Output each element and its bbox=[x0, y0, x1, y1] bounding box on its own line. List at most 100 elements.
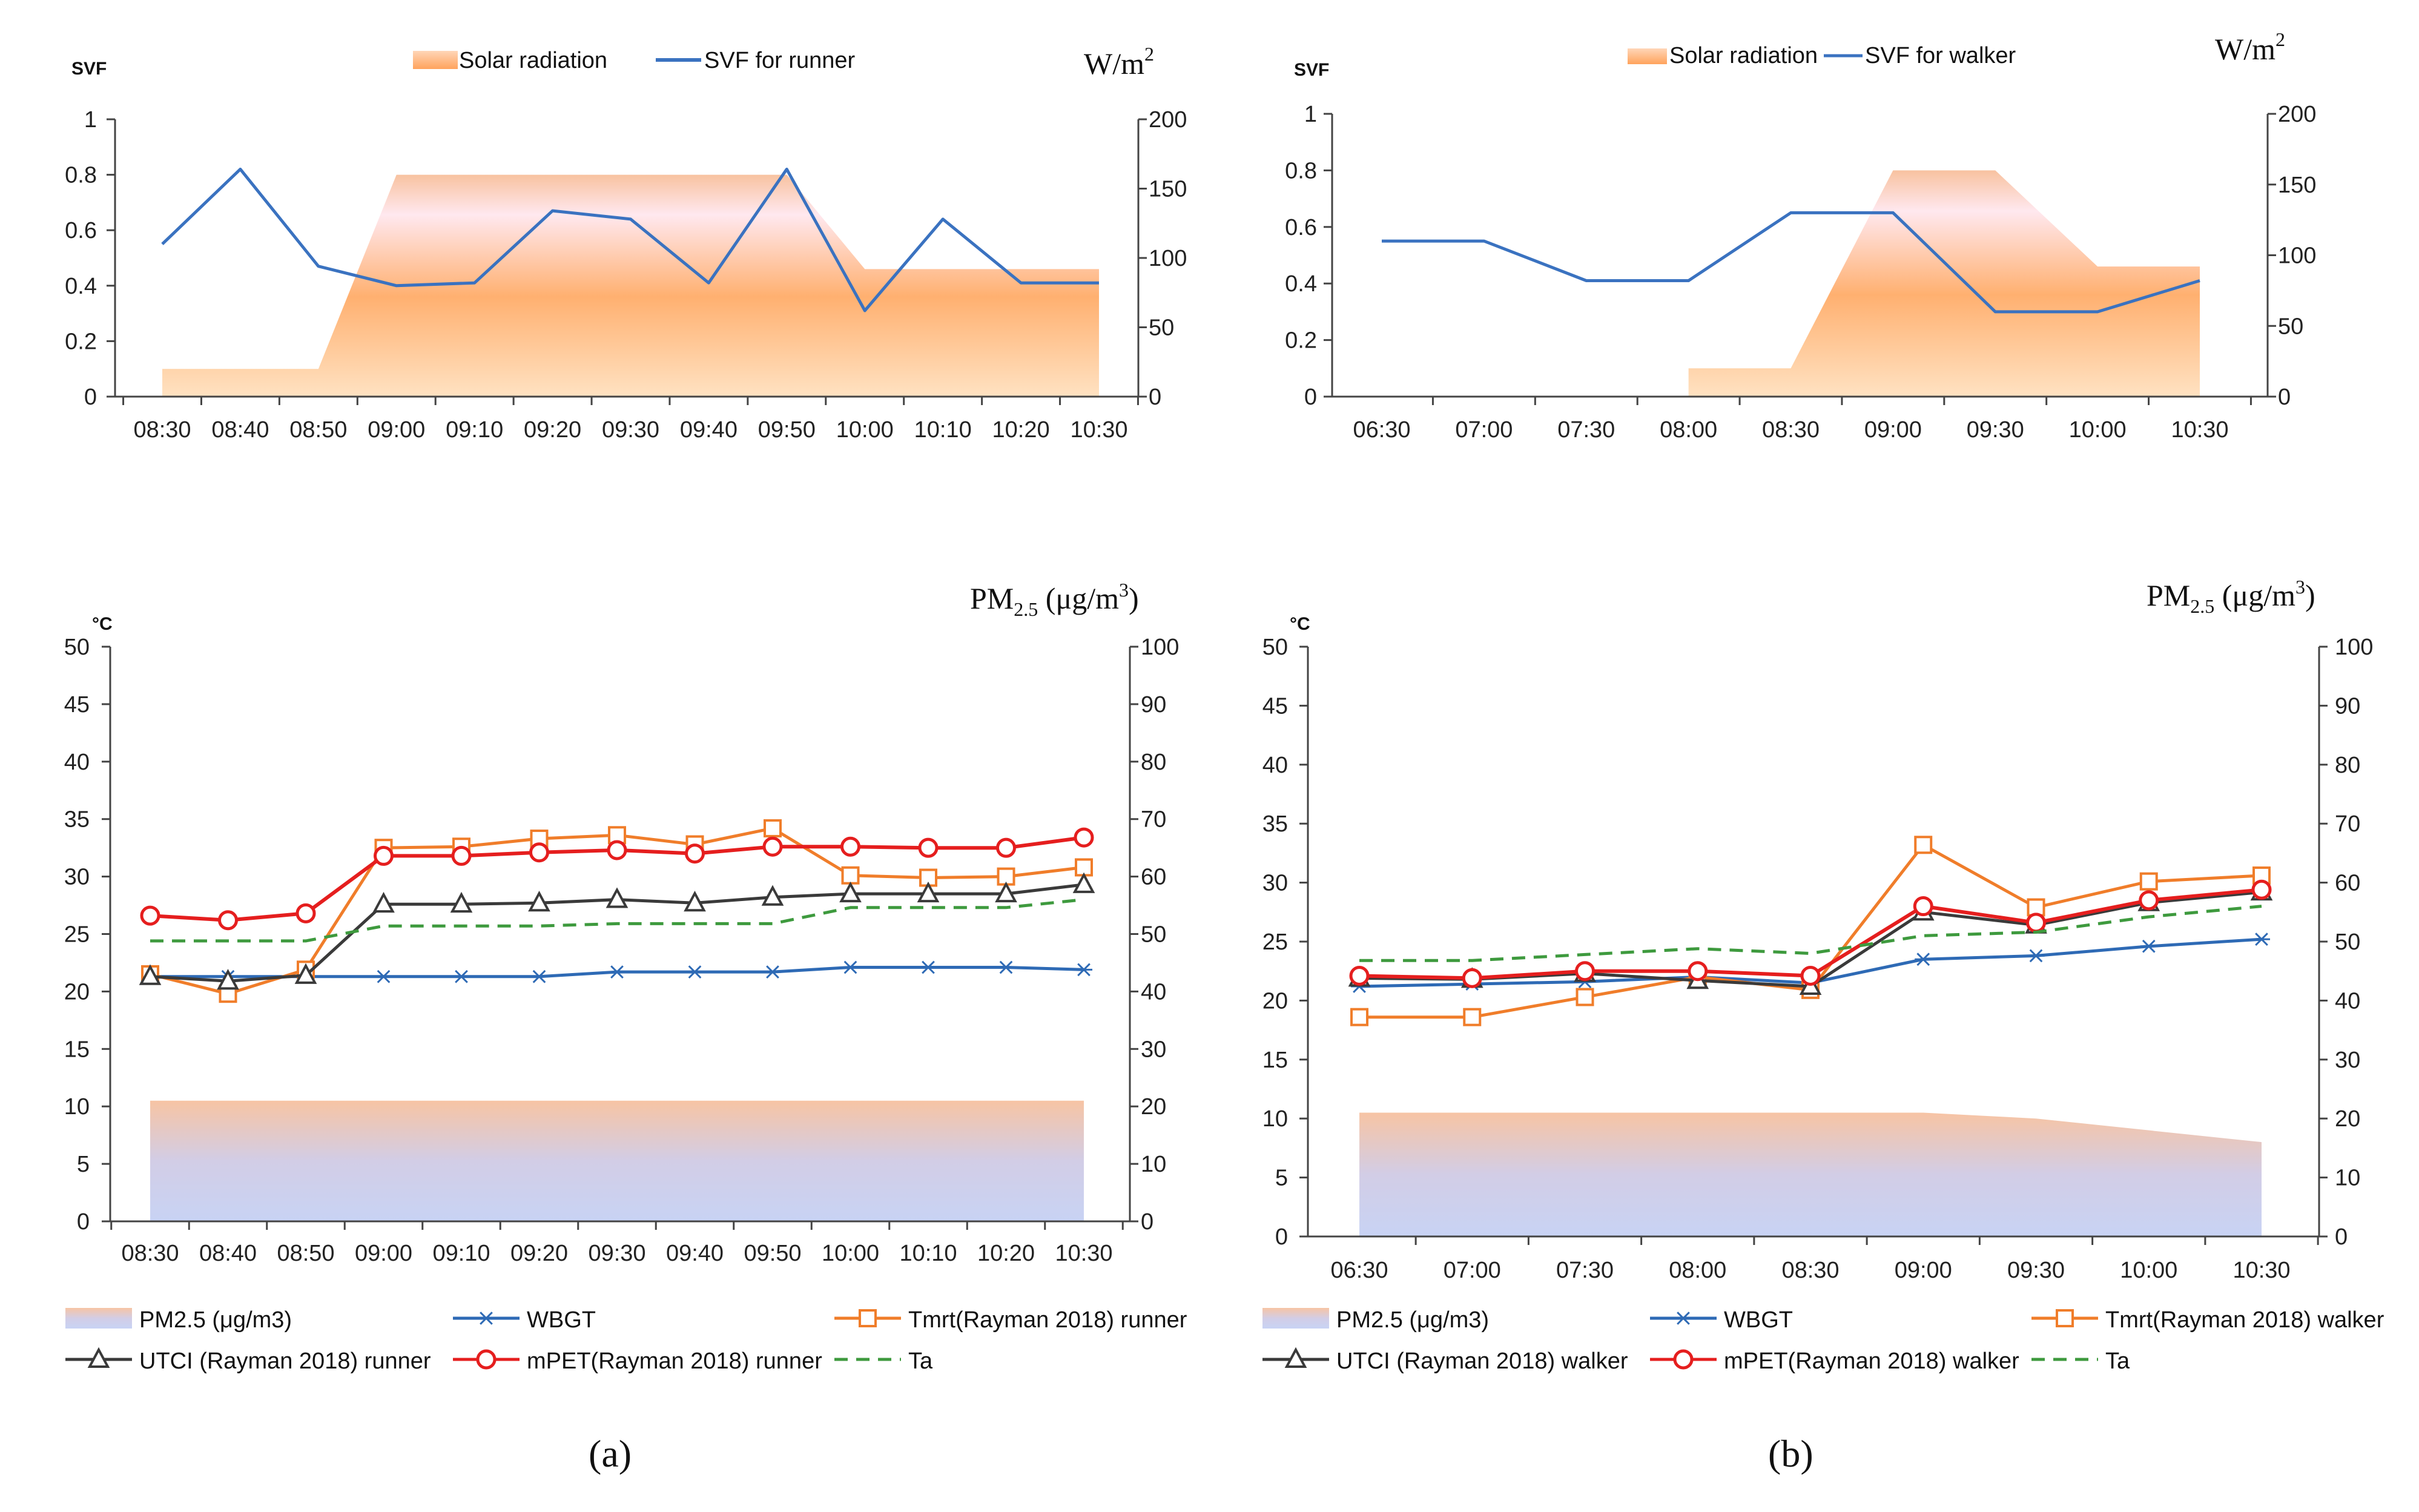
marker-square bbox=[1463, 1008, 1482, 1026]
marker-circle bbox=[2251, 879, 2272, 900]
y-tick-label-right: 150 bbox=[2278, 173, 2316, 198]
x-tick-label: 06:30 bbox=[1353, 417, 1410, 443]
marker-star bbox=[2140, 939, 2157, 953]
marker-triangle bbox=[139, 964, 162, 985]
y-tick-label-right: 150 bbox=[1149, 177, 1187, 202]
x-tick-label: 09:30 bbox=[2007, 1258, 2065, 1283]
y-tick-label-right: 50 bbox=[1141, 922, 1166, 948]
y-tick-label-right: 10 bbox=[2335, 1166, 2360, 1191]
marker-circle bbox=[529, 842, 549, 863]
marker-square bbox=[764, 819, 782, 837]
y-tick-label-right: 90 bbox=[1141, 692, 1166, 718]
x-tick-label: 10:00 bbox=[836, 417, 894, 443]
y-tick-label-right: 80 bbox=[2335, 753, 2360, 778]
x-tick-label: 09:30 bbox=[602, 417, 659, 443]
y-tick-label-left: 5 bbox=[77, 1152, 90, 1177]
x-tick-label: 08:30 bbox=[121, 1241, 179, 1266]
marker-star bbox=[1075, 963, 1092, 977]
series-line bbox=[1359, 905, 2262, 962]
y-tick-label-left: 15 bbox=[64, 1037, 90, 1062]
marker-star bbox=[453, 969, 470, 983]
y-tick-label-right: 90 bbox=[2335, 693, 2360, 719]
y-tick-label-left: 5 bbox=[1275, 1166, 1288, 1191]
marker-star bbox=[920, 960, 937, 974]
y-tick-label-left: 0 bbox=[77, 1209, 90, 1235]
marker-circle bbox=[218, 910, 238, 931]
y-tick-label-right: 100 bbox=[1141, 635, 1179, 660]
y-tick-label-left: 0.8 bbox=[65, 163, 97, 188]
marker-circle bbox=[996, 837, 1016, 858]
y-tick-label-right: 50 bbox=[1149, 315, 1174, 341]
legend-label: Ta bbox=[2105, 1349, 2130, 1374]
y-tick-label-right: 70 bbox=[2335, 811, 2360, 837]
x-tick-label: 09:20 bbox=[524, 417, 581, 443]
panel-label-b: (b) bbox=[1768, 1432, 1813, 1475]
b-top-left-axis-label: SVF bbox=[1294, 60, 1329, 80]
marker-circle bbox=[2026, 913, 2046, 933]
area-pm25 bbox=[150, 1100, 1084, 1221]
marker-circle bbox=[1462, 968, 1482, 988]
marker-circle bbox=[1800, 965, 1821, 986]
marker-triangle bbox=[995, 881, 1017, 903]
marker-square bbox=[919, 868, 937, 887]
marker-triangle bbox=[217, 969, 239, 990]
a-bottom-right-axis-label: PM2.5 (μg/m3) bbox=[970, 579, 1139, 620]
marker-triangle bbox=[450, 891, 473, 913]
marker-star bbox=[686, 965, 704, 979]
legend-swatch-pm25 bbox=[65, 1308, 132, 1329]
legend-label: mPET(Rayman 2018) walker bbox=[1724, 1349, 2019, 1374]
y-tick-label-left: 35 bbox=[1262, 811, 1288, 837]
legend-a-bottom: PM2.5 (μg/m3) WBGT Tmrt(Rayman 2018) runne… bbox=[65, 1307, 1187, 1374]
y-tick-label-right: 0 bbox=[1149, 385, 1161, 410]
marker-triangle bbox=[839, 881, 862, 903]
y-tick-label-right: 100 bbox=[2335, 635, 2373, 660]
marker-star bbox=[842, 960, 859, 974]
b-top-right-axis-label: W/m2 bbox=[2215, 28, 2285, 66]
x-tick-label: 07:00 bbox=[1444, 1258, 1501, 1283]
legend-label: PM2.5 (μg/m3) bbox=[1336, 1307, 1489, 1333]
x-tick-label: 10:10 bbox=[899, 1241, 957, 1266]
y-tick-label-left: 10 bbox=[1262, 1106, 1288, 1132]
marker-circle bbox=[607, 840, 627, 860]
x-tick-label: 10:30 bbox=[2233, 1258, 2290, 1283]
marker-circle bbox=[1349, 965, 1370, 986]
x-tick-label: 06:30 bbox=[1330, 1258, 1388, 1283]
x-tick-label: 09:30 bbox=[588, 1241, 645, 1266]
x-tick-label: 10:20 bbox=[992, 417, 1050, 443]
legend-solar-label: Solar radiation bbox=[459, 48, 607, 73]
x-tick-label: 07:30 bbox=[1557, 417, 1615, 443]
legend-label: UTCI (Rayman 2018) walker bbox=[1336, 1349, 1628, 1374]
y-tick-label-left: 40 bbox=[64, 750, 90, 775]
marker-circle bbox=[918, 837, 939, 858]
x-tick-label: 08:30 bbox=[1781, 1258, 1839, 1283]
chart-b-top: 0 0.2 0.4 0.6 0.8 1 0 50 100 150 200 06:30 07:00 07:3… bbox=[1285, 102, 2316, 443]
marker-triangle bbox=[294, 963, 317, 984]
y-tick-label-left: 0 bbox=[84, 385, 97, 410]
x-tick-label: 10:30 bbox=[1055, 1241, 1112, 1266]
y-tick-label-left: 20 bbox=[64, 979, 90, 1005]
x-tick-label: 09:00 bbox=[355, 1241, 412, 1266]
y-tick-label-left: 1 bbox=[1304, 102, 1317, 127]
marker-star bbox=[2253, 933, 2270, 946]
legend-label: PM2.5 (μg/m3) bbox=[139, 1307, 292, 1333]
series-line bbox=[1382, 211, 2200, 314]
y-tick-label-right: 80 bbox=[1141, 750, 1166, 775]
x-tick-label: 09:50 bbox=[744, 1241, 801, 1266]
marker-circle bbox=[1673, 1349, 1694, 1370]
y-tick-label-right: 0 bbox=[1141, 1209, 1153, 1235]
x-tick-label: 10:00 bbox=[822, 1241, 879, 1266]
y-tick-label-right: 50 bbox=[2278, 314, 2303, 339]
y-tick-label-right: 40 bbox=[2335, 988, 2360, 1014]
legend-label: WBGT bbox=[1724, 1307, 1793, 1333]
legend-label: WBGT bbox=[527, 1307, 596, 1333]
marker-triangle bbox=[528, 891, 550, 912]
y-tick-label-right: 10 bbox=[1141, 1152, 1166, 1177]
y-tick-label-left: 50 bbox=[64, 635, 90, 660]
x-tick-label: 09:00 bbox=[1864, 417, 1922, 443]
y-tick-label-right: 0 bbox=[2335, 1224, 2348, 1250]
y-tick-label-left: 0 bbox=[1304, 385, 1317, 410]
y-tick-label-left: 25 bbox=[64, 922, 90, 948]
marker-circle bbox=[1575, 961, 1595, 982]
b-bottom-right-axis-label: PM2.5 (μg/m3) bbox=[2147, 576, 2315, 617]
x-tick-label: 09:00 bbox=[1895, 1258, 1952, 1283]
